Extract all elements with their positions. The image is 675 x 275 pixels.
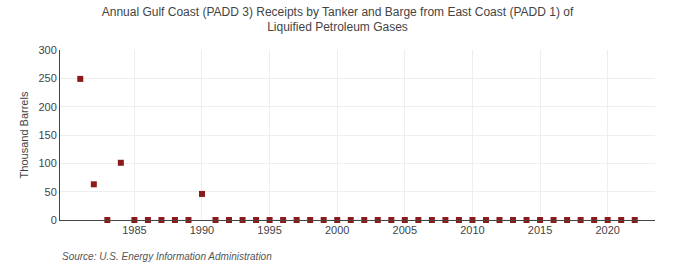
svg-text:300: 300 <box>38 44 56 56</box>
svg-text:100: 100 <box>38 157 56 169</box>
svg-text:50: 50 <box>45 186 57 198</box>
svg-text:1995: 1995 <box>257 224 281 236</box>
svg-text:150: 150 <box>38 129 56 141</box>
svg-text:0: 0 <box>51 214 57 226</box>
svg-text:1985: 1985 <box>122 224 146 236</box>
svg-text:2005: 2005 <box>393 224 417 236</box>
svg-text:2020: 2020 <box>595 224 619 236</box>
svg-text:250: 250 <box>38 72 56 84</box>
svg-text:Source: U.S. Energy Informatio: Source: U.S. Energy Information Administ… <box>62 251 272 262</box>
svg-text:2010: 2010 <box>460 224 484 236</box>
svg-text:200: 200 <box>38 101 56 113</box>
svg-text:2015: 2015 <box>528 224 552 236</box>
svg-text:1990: 1990 <box>190 224 214 236</box>
svg-text:2000: 2000 <box>325 224 349 236</box>
svg-text:Annual Gulf Coast (PADD 3) Rec: Annual Gulf Coast (PADD 3) Receipts by T… <box>102 5 574 35</box>
svg-text:Thousand Barrels: Thousand Barrels <box>18 91 30 178</box>
